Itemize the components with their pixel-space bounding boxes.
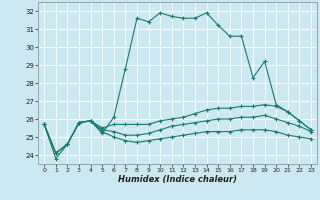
X-axis label: Humidex (Indice chaleur): Humidex (Indice chaleur) xyxy=(118,175,237,184)
